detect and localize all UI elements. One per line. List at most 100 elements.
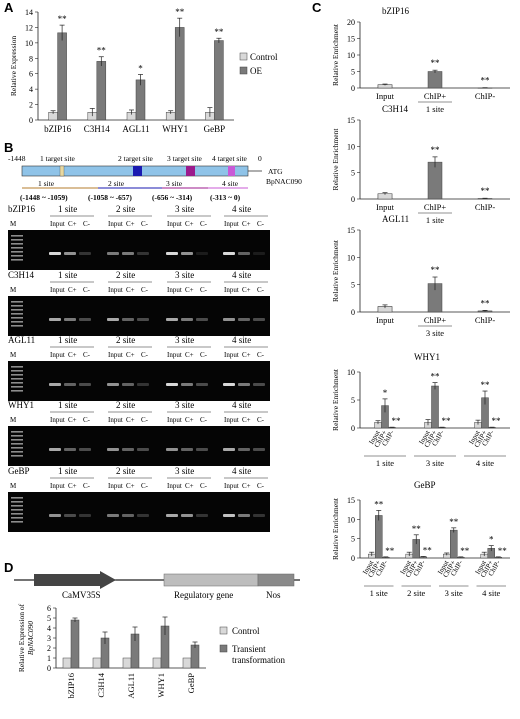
panel-d-bar [62, 657, 72, 669]
gel-band [79, 514, 91, 517]
gel-band [107, 252, 119, 255]
panel-c-grouped-significance: ** [460, 546, 470, 556]
panel-a-y-tick-label: 0 [29, 116, 33, 125]
regulatory-gene-label: Regulatory gene [174, 590, 233, 600]
gel-lane-label: C+ [242, 416, 251, 424]
panel-c-0-y-tick-label: 5 [351, 68, 355, 77]
gel-site-label: 1 site [58, 466, 77, 476]
target-site-3-header: 3 target site [167, 154, 203, 163]
gel-lane-label: C+ [68, 220, 77, 228]
panel-a-x-label: AGL11 [122, 124, 149, 134]
panel-d-x-label: WHY1 [156, 673, 166, 698]
target-site-2-header: 2 target site [118, 154, 154, 163]
gel-ladder-band [11, 235, 23, 237]
panel-a-x-label: C3H14 [84, 124, 111, 134]
gel-band [107, 514, 119, 517]
gel-lane-label: C- [141, 351, 149, 359]
gel-band [122, 318, 134, 321]
panel-a-y-tick-label: 6 [29, 70, 33, 79]
panel-c-grouped-site-label: 4 site [482, 588, 500, 598]
panel-d-y-label-gene: BpNAC090 [26, 621, 35, 655]
gel-ladder-band [11, 390, 23, 392]
range-3-label: (-656 ~ -314) [152, 193, 193, 202]
panel-c-grouped-significance: ** [392, 416, 402, 426]
panel-c-grouped-1-y-tick-label: 5 [351, 535, 355, 544]
panel-d-legend-label: Control [232, 626, 260, 636]
panel-a-bar [214, 40, 224, 121]
panel-c-1-y-tick-label: 10 [347, 142, 355, 151]
gel-ladder-band [11, 447, 23, 449]
gel-band [64, 383, 76, 386]
scale-left-label: -1448 [8, 154, 26, 163]
gel-lane-label: C+ [242, 286, 251, 294]
panel-c-0-y-tick-label: 10 [347, 51, 355, 60]
gel-site-label: 1 site [58, 204, 77, 214]
gel-band [49, 383, 61, 386]
gel-lane-label: C+ [126, 416, 135, 424]
panel-c-significance: ** [481, 298, 491, 308]
gel-site-label: 1 site [58, 270, 77, 280]
panel-d-letter: D [4, 560, 13, 575]
panel-a-y-tick-label: 4 [29, 85, 33, 94]
gel-band [238, 514, 250, 517]
panel-c-1-y-tick-label: 5 [351, 169, 355, 178]
panel-c-0-y-tick-label: 15 [347, 35, 355, 44]
panel-a-significance: * [138, 63, 143, 73]
panel-c-1-y-label: Relative Enrichment [331, 128, 340, 191]
panel-d-legend-swatch [219, 626, 228, 635]
gel-title: GeBP [8, 466, 30, 476]
gel-site-label: 4 site [232, 204, 251, 214]
panel-c-x-label: ChIP+ [424, 91, 446, 101]
panel-d-y-label: Relative Expression of [17, 603, 26, 672]
panel-c-grouped-0-y-tick-label: 0 [351, 424, 355, 433]
panel-d-y-tick-label: 1 [47, 654, 51, 663]
gel-lane-label: C+ [68, 351, 77, 359]
gel-title: C3H14 [8, 270, 35, 280]
gel-site-label: 2 site [116, 400, 135, 410]
panel-a-bar [135, 79, 146, 121]
panel-d-bar [92, 657, 102, 669]
panel-c-chart-title: bZIP16 [382, 6, 410, 16]
gel-ladder-band [11, 309, 23, 311]
panel-d-legend-swatch [219, 644, 228, 653]
panel-a-x-label: GeBP [204, 124, 226, 134]
gel-lane-label: C- [141, 220, 149, 228]
panel-c-significance: ** [431, 58, 441, 68]
panel-c-grouped-significance: ** [374, 499, 384, 509]
panel-c-chart-title: AGL11 [382, 214, 409, 224]
gel-ladder-band [11, 443, 23, 445]
gel-lane-label: Input [108, 286, 123, 294]
panel-c-grouped-0-y-label: Relative Enrichment [331, 368, 340, 431]
panel-d-y-tick-label: 4 [47, 624, 51, 633]
gel-site-label: 4 site [232, 335, 251, 345]
panel-c-2-y-tick-label: 0 [351, 308, 355, 317]
panel-c-grouped-significance: ** [498, 546, 508, 556]
gel-band [166, 252, 178, 255]
gel-band [253, 383, 265, 386]
gel-band [166, 383, 178, 386]
gel-lane-label: Input [50, 220, 65, 228]
gel-ladder-band [11, 259, 23, 261]
gel-lane-label: Input [108, 220, 123, 228]
gel-band [49, 448, 61, 451]
gel-site-label: 3 site [175, 270, 194, 280]
gel-ladder-band [11, 374, 23, 376]
panel-d-y-tick-label: 5 [47, 614, 51, 623]
gel-lane-label: C+ [185, 416, 194, 424]
panel-d-bar [122, 657, 132, 669]
gel-site-label: 1 site [58, 400, 77, 410]
site-3-marker [186, 166, 195, 176]
gel-band [223, 514, 235, 517]
gel-ladder-band [11, 517, 23, 519]
panel-a-y-tick-label: 14 [25, 8, 33, 17]
gel-ladder-band [11, 370, 23, 372]
gel-site-label: 2 site [116, 204, 135, 214]
gel-lane-label: Input [50, 286, 65, 294]
gel-lane-label: C+ [126, 220, 135, 228]
gel-image [8, 492, 270, 532]
gel-band [49, 252, 61, 255]
range-1-label: (-1448 ~ -1059) [20, 193, 68, 202]
panel-a-y-tick-label: 12 [25, 23, 33, 32]
